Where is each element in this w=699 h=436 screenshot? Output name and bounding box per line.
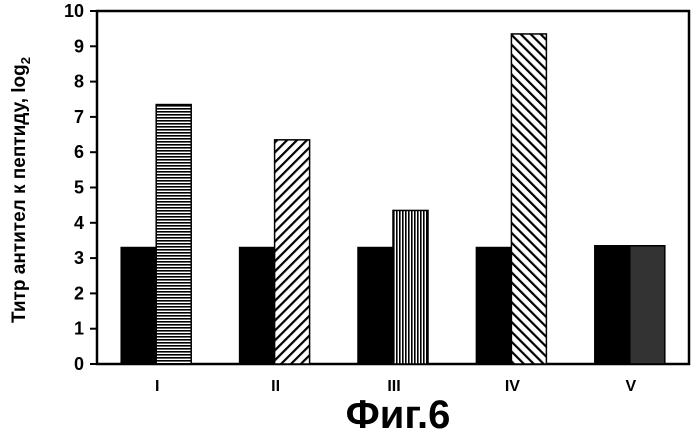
x-tick-label: IV [505, 378, 520, 395]
bar-i-series-2 [156, 105, 191, 364]
y-axis: 0 1 2 3 4 5 6 7 8 9 10 [64, 1, 97, 374]
bar-ii-series-1 [240, 248, 275, 364]
y-tick-label: 7 [74, 107, 84, 127]
y-tick-label: 8 [74, 72, 84, 92]
y-tick-label: 9 [74, 36, 84, 56]
y-tick-label: 5 [74, 178, 84, 198]
y-tick-label: 0 [74, 354, 84, 374]
y-tick-label: 6 [74, 142, 84, 162]
bar-ii-series-2 [275, 140, 310, 364]
y-tick-label: 2 [74, 283, 84, 303]
bar-iii-series-1 [358, 248, 393, 364]
bar-iii-series-2 [393, 210, 428, 364]
y-axis-label: Титр антител к пептиду, log2 [9, 57, 33, 323]
bar-v-series-2 [630, 246, 665, 364]
y-tick-label: 3 [74, 248, 84, 268]
y-tick-label: 1 [74, 319, 84, 339]
x-tick-label: I [155, 378, 159, 395]
x-tick-label: II [271, 378, 280, 395]
bar-v-series-1 [595, 246, 630, 364]
figure-caption: Фиг.6 [346, 393, 451, 436]
y-tick-label: 4 [74, 213, 84, 233]
y-axis-label-subscript: 2 [18, 57, 33, 64]
x-tick-label: V [625, 378, 636, 395]
bar-i-series-1 [121, 248, 156, 364]
bar-iv-series-1 [476, 248, 511, 364]
y-tick-label: 10 [64, 1, 84, 21]
bars [121, 34, 665, 364]
bar-iv-series-2 [511, 34, 546, 364]
